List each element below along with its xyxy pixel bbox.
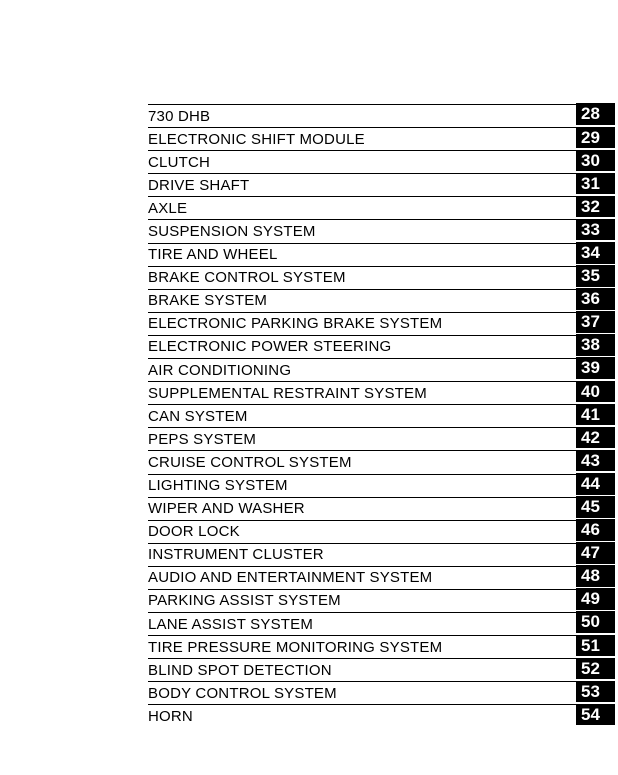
toc-entry-section-number-badge: 37 <box>576 311 615 333</box>
toc-entry-section-number-badge: 36 <box>576 288 615 310</box>
toc-entry[interactable]: LANE ASSIST SYSTEM 50 <box>148 611 615 635</box>
toc-entry[interactable]: HORN 54 <box>148 703 615 727</box>
toc-entry[interactable]: PARKING ASSIST SYSTEM 49 <box>148 588 615 612</box>
toc-entry-section-number-badge: 33 <box>576 218 615 241</box>
toc-entry-section-number-badge: 48 <box>576 565 615 587</box>
toc-entry-section-number-badge: 41 <box>576 403 615 426</box>
toc-entry-section-number-badge: 49 <box>576 588 615 610</box>
toc-entry-section-number-badge: 42 <box>576 426 615 449</box>
toc-entry-section-number-badge: 39 <box>576 357 615 380</box>
table-of-contents: 730 DHB 28 ELECTRONIC SHIFT MODULE 29 CL… <box>148 103 615 728</box>
toc-entry-label: CAN SYSTEM <box>148 407 248 425</box>
toc-entry[interactable]: ELECTRONIC PARKING BRAKE SYSTEM 37 <box>148 311 615 335</box>
toc-entry-label: ELECTRONIC PARKING BRAKE SYSTEM <box>148 315 443 333</box>
toc-entry-section-number-badge: 47 <box>576 542 615 564</box>
toc-entry-label: AUDIO AND ENTERTAINMENT SYSTEM <box>148 569 433 587</box>
toc-entry[interactable]: DOOR LOCK 46 <box>148 519 615 543</box>
toc-entry-label: WIPER AND WASHER <box>148 500 305 518</box>
toc-entry-label: CLUTCH <box>148 153 211 171</box>
toc-entry-label: DOOR LOCK <box>148 523 240 541</box>
toc-entry-section-number-badge: 38 <box>576 334 615 356</box>
toc-entry[interactable]: TIRE PRESSURE MONITORING SYSTEM 51 <box>148 634 615 658</box>
toc-entry-section-number-badge: 43 <box>576 449 615 472</box>
toc-entry-label: BRAKE CONTROL SYSTEM <box>148 269 346 287</box>
toc-entry-section-number-badge: 35 <box>576 265 615 287</box>
toc-entry-label: PEPS SYSTEM <box>148 430 257 448</box>
toc-entry-label: TIRE PRESSURE MONITORING SYSTEM <box>148 638 443 656</box>
toc-entry-section-number-badge: 44 <box>576 472 615 495</box>
toc-entry-section-number-badge: 51 <box>576 634 615 657</box>
toc-entry[interactable]: ELECTRONIC POWER STEERING 38 <box>148 334 615 358</box>
toc-entry-label: LANE ASSIST SYSTEM <box>148 615 314 633</box>
toc-entry-label: HORN <box>148 707 193 725</box>
toc-entry[interactable]: PEPS SYSTEM 42 <box>148 426 615 450</box>
toc-entry-section-number-badge: 46 <box>576 519 615 541</box>
toc-entry[interactable]: SUSPENSION SYSTEM 33 <box>148 218 615 242</box>
toc-entry-label: ELECTRONIC SHIFT MODULE <box>148 130 365 148</box>
toc-entry[interactable]: AIR CONDITIONING 39 <box>148 357 615 381</box>
toc-entry[interactable]: AUDIO AND ENTERTAINMENT SYSTEM 48 <box>148 565 615 589</box>
toc-entry-label: CRUISE CONTROL SYSTEM <box>148 453 352 471</box>
toc-entry-label: 730 DHB <box>148 107 211 125</box>
toc-entry-section-number-badge: 29 <box>576 126 615 149</box>
toc-entry-label: SUSPENSION SYSTEM <box>148 222 316 240</box>
toc-entry-section-number-badge: 34 <box>576 241 615 264</box>
toc-entry[interactable]: 730 DHB 28 <box>148 103 615 127</box>
toc-entry[interactable]: CAN SYSTEM 41 <box>148 403 615 427</box>
toc-entry-label: SUPPLEMENTAL RESTRAINT SYSTEM <box>148 384 427 402</box>
toc-entry-label: AXLE <box>148 199 188 217</box>
toc-entry-section-number-badge: 53 <box>576 680 615 703</box>
toc-entry-section-number-badge: 31 <box>576 172 615 195</box>
toc-entry-section-number-badge: 30 <box>576 149 615 172</box>
toc-entry[interactable]: SUPPLEMENTAL RESTRAINT SYSTEM 40 <box>148 380 615 404</box>
toc-entry[interactable]: DRIVE SHAFT 31 <box>148 172 615 196</box>
toc-entry-section-number-badge: 50 <box>576 611 615 634</box>
toc-entry[interactable]: TIRE AND WHEEL 34 <box>148 241 615 266</box>
toc-entry[interactable]: LIGHTING SYSTEM 44 <box>148 472 615 497</box>
toc-entry-label: LIGHTING SYSTEM <box>148 477 288 494</box>
toc-entry-label: INSTRUMENT CLUSTER <box>148 546 324 564</box>
toc-entry-label: DRIVE SHAFT <box>148 176 250 194</box>
toc-entry[interactable]: CLUTCH 30 <box>148 149 615 173</box>
toc-entry-label: PARKING ASSIST SYSTEM <box>148 592 341 610</box>
toc-entry-section-number-badge: 52 <box>576 657 615 680</box>
toc-entry-label: TIRE AND WHEEL <box>148 246 278 264</box>
toc-entry-label: BLIND SPOT DETECTION <box>148 661 332 679</box>
toc-entry[interactable]: AXLE 32 <box>148 195 615 219</box>
toc-entry-section-number-badge: 40 <box>576 380 615 403</box>
toc-entry-section-number-badge: 45 <box>576 496 615 518</box>
toc-entry-label: AIR CONDITIONING <box>148 361 292 379</box>
toc-entry[interactable]: BRAKE CONTROL SYSTEM 35 <box>148 265 615 289</box>
toc-entry-section-number-badge: 54 <box>576 703 615 726</box>
toc-entry-label: ELECTRONIC POWER STEERING <box>148 338 392 356</box>
toc-entry[interactable]: INSTRUMENT CLUSTER 47 <box>148 542 615 566</box>
toc-entry[interactable]: BRAKE SYSTEM 36 <box>148 288 615 312</box>
toc-entry-section-number-badge: 32 <box>576 195 615 218</box>
toc-entry[interactable]: WIPER AND WASHER 45 <box>148 496 615 520</box>
toc-entry-label: BRAKE SYSTEM <box>148 292 268 310</box>
toc-entry-label: BODY CONTROL SYSTEM <box>148 684 337 702</box>
toc-entry[interactable]: ELECTRONIC SHIFT MODULE 29 <box>148 126 615 150</box>
toc-entry-section-number-badge: 28 <box>576 103 615 125</box>
toc-entry[interactable]: BLIND SPOT DETECTION 52 <box>148 657 615 681</box>
toc-entry[interactable]: BODY CONTROL SYSTEM 53 <box>148 680 615 704</box>
toc-entry[interactable]: CRUISE CONTROL SYSTEM 43 <box>148 449 615 473</box>
